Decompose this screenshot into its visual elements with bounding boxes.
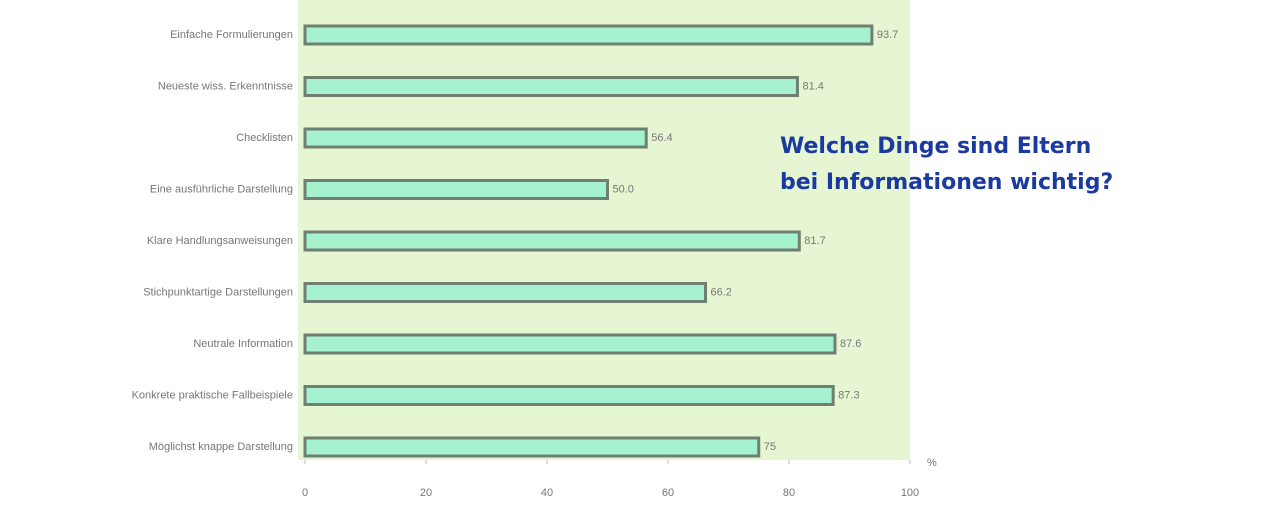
x-tick-label: 80 [783, 487, 795, 499]
y-tick-label: Stichpunktartige Darstellungen [143, 286, 293, 298]
value-label: 75 [764, 441, 776, 453]
x-tick-label: 0 [302, 487, 308, 499]
value-label: 81.4 [802, 80, 823, 92]
bar [303, 179, 609, 200]
x-tick-label: 60 [662, 487, 674, 499]
value-label: 93.7 [877, 29, 898, 41]
bar [303, 333, 837, 355]
bar [303, 24, 874, 46]
bar [303, 436, 761, 458]
y-tick-label: Klare Handlungsanweisungen [147, 235, 293, 247]
bar [303, 282, 708, 303]
value-label: 50.0 [613, 183, 634, 195]
y-tick-label: Checklisten [236, 132, 293, 144]
bar [303, 230, 801, 252]
x-tick-label: 20 [420, 487, 432, 499]
x-tick-label: 40 [541, 487, 553, 499]
y-tick-label: Möglichst knappe Darstellung [149, 441, 293, 453]
value-label: 87.3 [838, 389, 859, 401]
chart-title: bei Informationen wichtig? [780, 170, 1113, 195]
y-tick-label: Neueste wiss. Erkenntnisse [158, 80, 293, 92]
y-tick-label: Neutrale Information [193, 338, 293, 350]
x-unit: % [927, 457, 937, 469]
y-tick-label: Eine ausführliche Darstellung [150, 183, 293, 195]
value-label: 81.7 [804, 235, 825, 247]
chart-title: Welche Dinge sind Eltern [780, 134, 1091, 159]
y-tick-label: Konkrete praktische Fallbeispiele [132, 389, 293, 401]
bar [303, 385, 835, 406]
y-tick-label: Einfache Formulierungen [170, 29, 293, 41]
x-tick-label: 100 [901, 487, 919, 499]
bar [303, 76, 799, 97]
bar [303, 127, 648, 149]
value-label: 56.4 [651, 132, 672, 144]
value-label: 66.2 [711, 286, 732, 298]
value-label: 87.6 [840, 338, 861, 350]
